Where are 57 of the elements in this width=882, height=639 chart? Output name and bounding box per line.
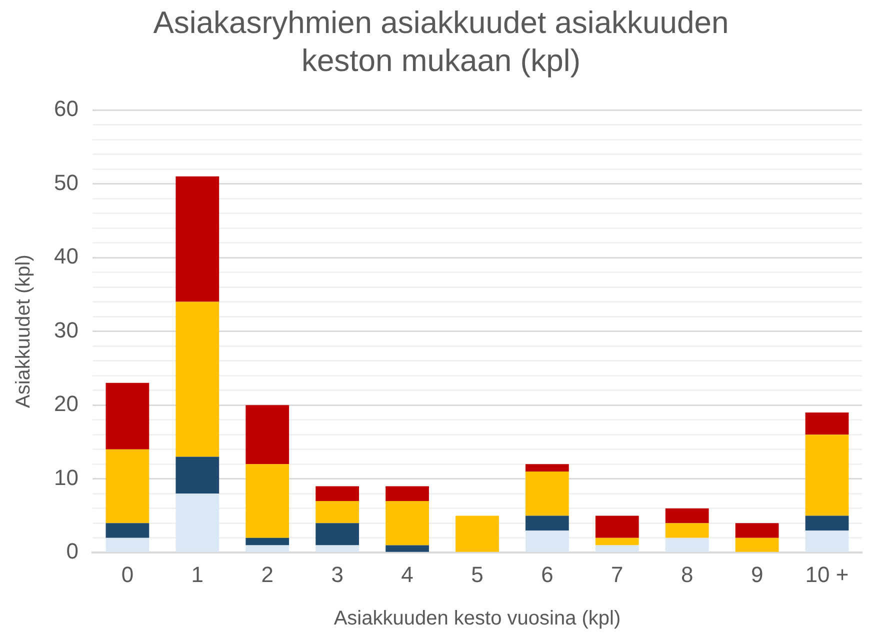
- bar: [176, 456, 220, 494]
- x-tick-label: 6: [541, 562, 554, 587]
- y-tick-label: 10: [54, 464, 78, 490]
- bar: [386, 545, 429, 552]
- y-tick-label: 60: [54, 96, 78, 122]
- bar: [246, 405, 290, 464]
- x-tick-label: 4: [401, 562, 414, 587]
- x-tick-label: 0: [121, 562, 134, 587]
- x-tick-label: 7: [611, 562, 624, 587]
- bar: [176, 176, 220, 302]
- bar: [106, 382, 150, 450]
- bar: [176, 494, 220, 552]
- bar: [805, 412, 849, 435]
- bar: [805, 434, 849, 516]
- bar: [246, 538, 290, 546]
- y-tick-label: 20: [54, 391, 78, 416]
- bar: [805, 530, 849, 552]
- x-tick-label: 5: [471, 562, 484, 587]
- bar: [805, 516, 849, 530]
- bar: [106, 449, 150, 524]
- x-tick-label: 8: [680, 562, 694, 587]
- bar: [386, 500, 429, 546]
- bar: [665, 538, 709, 552]
- x-tick-label: 9: [750, 562, 764, 587]
- bar: [316, 500, 360, 524]
- y-tick-label: 30: [54, 317, 78, 342]
- bar: [456, 516, 499, 552]
- x-tick-label: 2: [261, 562, 274, 587]
- bar: [595, 545, 639, 552]
- bar: [526, 530, 569, 552]
- bar: [595, 516, 639, 538]
- bar: [526, 464, 569, 472]
- bar: [665, 508, 709, 524]
- bar: [665, 523, 709, 538]
- x-tick-label: 10 +: [805, 562, 849, 587]
- bar: [106, 523, 150, 538]
- bar: [386, 486, 429, 501]
- bar: [526, 471, 569, 516]
- bar: [735, 523, 779, 538]
- y-tick-label: 0: [66, 538, 78, 564]
- y-axis-title: Asiakkuudet (kpl): [12, 254, 35, 408]
- bar: [316, 523, 360, 546]
- bar: [316, 486, 360, 501]
- x-tick-label: 3: [331, 562, 344, 587]
- bar: [106, 538, 150, 552]
- bar: [526, 516, 569, 530]
- x-axis-title: Asiakkuuden kesto vuosina (kpl): [334, 608, 621, 630]
- bar: [595, 538, 639, 546]
- bar: [316, 545, 360, 552]
- chart-title: Asiakasryhmien asiakkuudet asiakkuuden keston mukaan (kpl): [152, 4, 730, 80]
- x-tick-label: 1: [191, 562, 204, 587]
- y-tick-label: 40: [54, 244, 78, 269]
- bar: [735, 538, 779, 552]
- bar: [176, 302, 220, 457]
- bar: [246, 464, 290, 538]
- y-tick-label: 50: [54, 170, 78, 195]
- bar: [246, 545, 290, 552]
